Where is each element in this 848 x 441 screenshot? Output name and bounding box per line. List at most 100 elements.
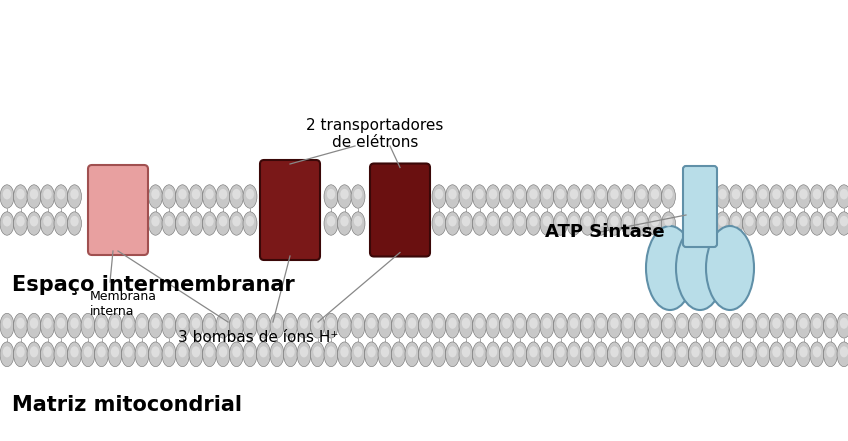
Ellipse shape [488, 318, 497, 329]
Ellipse shape [219, 346, 227, 357]
Ellipse shape [499, 342, 514, 366]
Ellipse shape [648, 313, 662, 338]
Ellipse shape [745, 216, 754, 226]
Ellipse shape [57, 318, 65, 329]
Ellipse shape [621, 342, 635, 366]
Ellipse shape [57, 189, 65, 199]
Ellipse shape [232, 318, 241, 329]
Ellipse shape [43, 189, 52, 199]
Ellipse shape [246, 346, 254, 357]
FancyBboxPatch shape [683, 166, 717, 247]
Ellipse shape [810, 342, 824, 366]
Ellipse shape [310, 313, 325, 338]
Ellipse shape [796, 185, 811, 208]
Ellipse shape [556, 346, 565, 357]
Ellipse shape [30, 189, 38, 199]
Ellipse shape [786, 346, 795, 357]
Ellipse shape [108, 313, 122, 338]
Ellipse shape [529, 318, 538, 329]
Ellipse shape [648, 212, 662, 235]
Ellipse shape [488, 216, 497, 226]
Ellipse shape [823, 342, 838, 366]
Ellipse shape [419, 313, 432, 338]
Ellipse shape [462, 346, 470, 357]
Ellipse shape [367, 346, 376, 357]
Ellipse shape [162, 342, 176, 366]
Ellipse shape [340, 216, 349, 226]
Ellipse shape [691, 318, 700, 329]
Ellipse shape [192, 318, 200, 329]
Ellipse shape [68, 212, 81, 235]
Ellipse shape [0, 185, 14, 208]
Ellipse shape [621, 185, 635, 208]
Text: ATP Sintase: ATP Sintase [545, 223, 665, 241]
Ellipse shape [297, 342, 311, 366]
Ellipse shape [594, 185, 608, 208]
Ellipse shape [445, 342, 460, 366]
Ellipse shape [556, 318, 565, 329]
Ellipse shape [502, 216, 510, 226]
Ellipse shape [718, 346, 727, 357]
Ellipse shape [203, 212, 216, 235]
Ellipse shape [664, 346, 672, 357]
Ellipse shape [583, 216, 592, 226]
Ellipse shape [675, 342, 689, 366]
Ellipse shape [219, 216, 227, 226]
Ellipse shape [475, 189, 483, 199]
Ellipse shape [634, 185, 649, 208]
Ellipse shape [162, 313, 176, 338]
Ellipse shape [216, 212, 230, 235]
Ellipse shape [459, 313, 473, 338]
Ellipse shape [812, 346, 821, 357]
Ellipse shape [475, 216, 483, 226]
Ellipse shape [41, 212, 54, 235]
Ellipse shape [783, 212, 797, 235]
Ellipse shape [594, 342, 608, 366]
Ellipse shape [459, 212, 473, 235]
Ellipse shape [502, 189, 510, 199]
Ellipse shape [800, 216, 807, 226]
Ellipse shape [689, 342, 702, 366]
Ellipse shape [435, 189, 444, 199]
Ellipse shape [567, 185, 581, 208]
Ellipse shape [405, 342, 419, 366]
Ellipse shape [326, 318, 335, 329]
Ellipse shape [554, 185, 567, 208]
Ellipse shape [597, 346, 605, 357]
Ellipse shape [769, 313, 784, 338]
Ellipse shape [796, 212, 811, 235]
Ellipse shape [716, 185, 729, 208]
Ellipse shape [27, 342, 41, 366]
Text: Espaço intermembranar: Espaço intermembranar [12, 275, 295, 295]
Ellipse shape [300, 346, 308, 357]
Ellipse shape [189, 212, 203, 235]
Ellipse shape [178, 346, 187, 357]
Ellipse shape [283, 313, 298, 338]
Ellipse shape [800, 189, 807, 199]
Ellipse shape [459, 342, 473, 366]
Ellipse shape [756, 313, 770, 338]
Ellipse shape [432, 185, 446, 208]
Ellipse shape [840, 346, 848, 357]
Ellipse shape [664, 318, 672, 329]
Ellipse shape [516, 346, 524, 357]
Ellipse shape [216, 342, 230, 366]
Ellipse shape [486, 212, 500, 235]
Ellipse shape [472, 212, 487, 235]
Ellipse shape [570, 216, 578, 226]
Ellipse shape [243, 212, 257, 235]
Ellipse shape [638, 318, 645, 329]
Ellipse shape [810, 212, 824, 235]
Ellipse shape [732, 346, 740, 357]
Ellipse shape [338, 185, 352, 208]
Ellipse shape [675, 313, 689, 338]
Ellipse shape [769, 212, 784, 235]
Ellipse shape [326, 216, 335, 226]
Ellipse shape [597, 189, 605, 199]
Ellipse shape [310, 342, 325, 366]
Ellipse shape [16, 216, 25, 226]
Ellipse shape [16, 346, 25, 357]
Ellipse shape [783, 342, 797, 366]
Ellipse shape [41, 342, 54, 366]
Ellipse shape [27, 313, 41, 338]
